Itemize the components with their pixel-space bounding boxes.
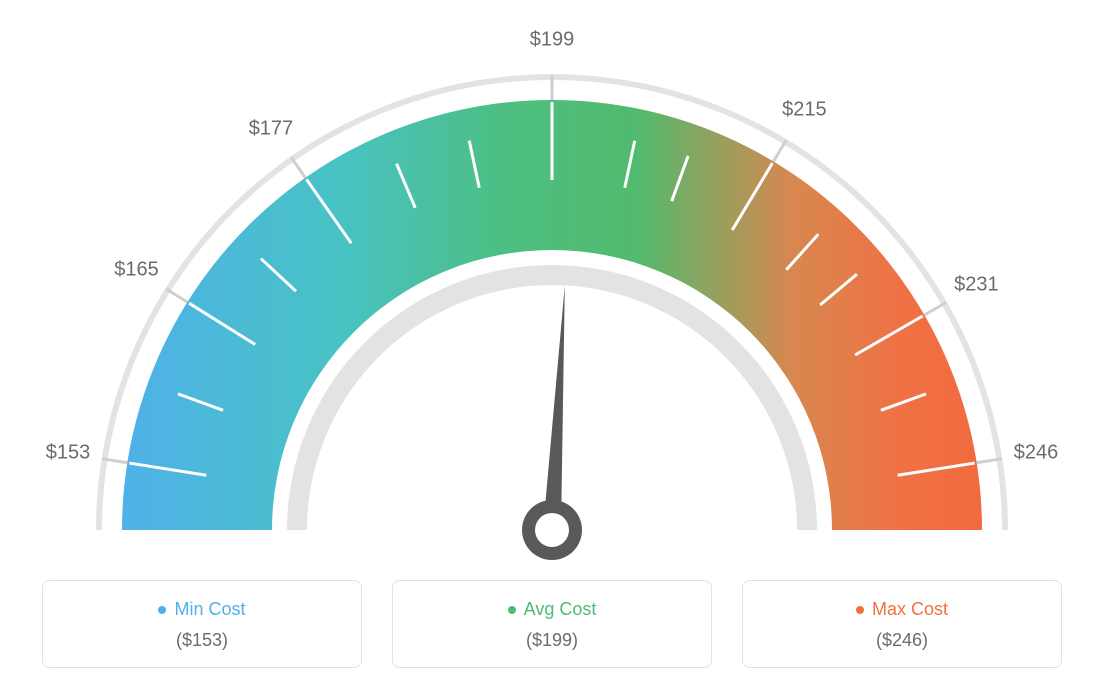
legend-card: Min Cost ($153) bbox=[42, 580, 362, 668]
tick-label: $246 bbox=[1014, 442, 1059, 465]
legend-title-text: Avg Cost bbox=[524, 599, 597, 620]
legend-card: Max Cost ($246) bbox=[742, 580, 1062, 668]
legend-title: Max Cost bbox=[856, 599, 948, 620]
legend-row: Min Cost ($153) Avg Cost ($199) Max Cost ($24… bbox=[0, 580, 1104, 668]
legend-title: Avg Cost bbox=[508, 599, 597, 620]
needle bbox=[543, 285, 565, 530]
tick-label: $199 bbox=[530, 29, 575, 52]
needle-hub-inner bbox=[535, 513, 569, 547]
tick-label: $215 bbox=[782, 98, 827, 121]
legend-dot bbox=[508, 606, 516, 614]
major-tick bbox=[773, 140, 786, 161]
legend-title: Min Cost bbox=[158, 599, 245, 620]
legend-title-text: Min Cost bbox=[174, 599, 245, 620]
tick-label: $165 bbox=[114, 259, 159, 282]
legend-value: ($199) bbox=[403, 630, 701, 651]
legend-card: Avg Cost ($199) bbox=[392, 580, 712, 668]
gauge-svg bbox=[0, 0, 1104, 580]
tick-label: $177 bbox=[249, 117, 294, 140]
major-tick bbox=[924, 303, 946, 316]
legend-dot bbox=[158, 606, 166, 614]
gauge-chart: $153 $165 $177 $199 $215 $231 $246 bbox=[0, 0, 1104, 580]
tick-label: $231 bbox=[954, 274, 999, 297]
tick-label: $153 bbox=[46, 442, 91, 465]
legend-value: ($153) bbox=[53, 630, 351, 651]
legend-dot bbox=[856, 606, 864, 614]
legend-value: ($246) bbox=[753, 630, 1051, 651]
major-tick bbox=[166, 289, 187, 302]
major-tick bbox=[291, 157, 305, 177]
legend-title-text: Max Cost bbox=[872, 599, 948, 620]
